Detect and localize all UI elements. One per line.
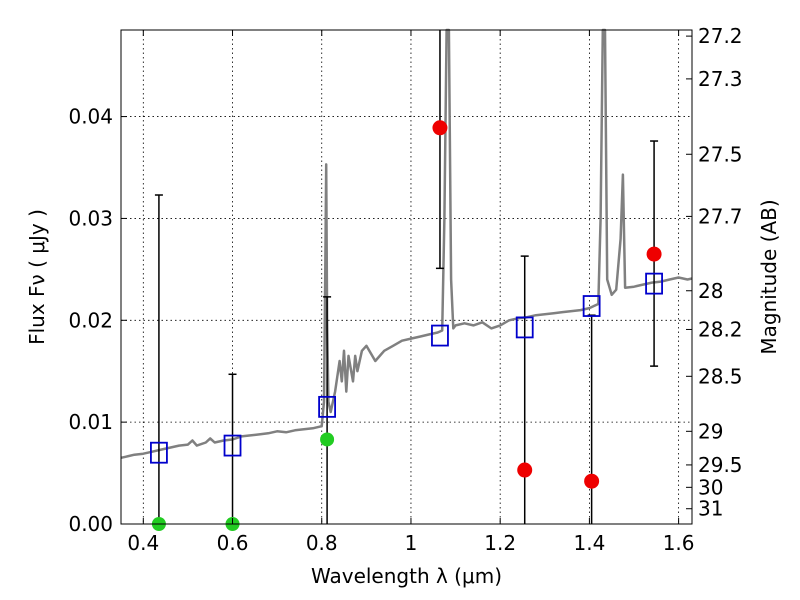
y2-tick-label: 28 [698,279,723,303]
y-tick-label: 0.02 [68,308,113,332]
detection-marker [432,120,448,136]
detection-marker [584,473,600,489]
model-photometry-marker [582,295,601,317]
x-tick-label: 0.8 [306,531,338,555]
x-tick-label: 0.6 [217,531,249,555]
axis-ticks [121,30,692,525]
y-tick-label: 0.04 [68,105,113,129]
y2-tick-label: 30 [698,475,723,499]
x-tick-label: 1 [405,531,418,555]
y2-tick-label: 27.2 [698,24,743,48]
plot-frame [120,29,693,525]
grid-lines [121,30,692,524]
x-tick-label: 1.4 [573,531,605,555]
model-photometry-marker [150,441,168,464]
model-photometry-marker [318,395,336,418]
y2-tick-label: 28.5 [698,364,743,388]
y2-tick-label: 28.2 [698,317,743,341]
model-photometry-marker [515,316,534,339]
x-axis-title: Wavelength λ (μm) [311,564,502,588]
model-photometry-marker [223,434,242,457]
detection-marker [517,462,533,478]
tick-labels: 0.4 0.6 0.8 1 1.2 1.4 1.6 0.00 0.01 0.02 0.03 0.04 2… [68,24,742,555]
x-tick-label: 0.4 [127,531,159,555]
detection-marker [646,246,662,262]
y-tick-label: 0.01 [68,410,113,434]
y2-tick-label: 27.5 [698,142,743,166]
x-tick-label: 1.6 [663,531,695,555]
photometry-markers [150,120,663,531]
model-photometry-marker [431,324,449,347]
y2-tick-label: 27.7 [698,204,743,228]
y2-tick-label: 31 [698,497,723,521]
y-tick-label: 0.00 [68,512,113,536]
y2-tick-label: 29.5 [698,453,743,477]
upper-limit-marker [320,432,335,447]
model-photometry-marker [645,272,663,295]
y2-axis-title: Magnitude (AB) [757,199,781,354]
y-tick-label: 0.03 [68,206,113,230]
model-spectrum-line [120,28,693,460]
model-spectrum [120,28,693,460]
y2-tick-label: 27.3 [698,67,743,91]
x-tick-label: 1.2 [484,531,516,555]
y2-tick-label: 29 [698,419,723,443]
error-bars [154,30,659,524]
y-axis-title: Flux Fν ( μJy ) [25,209,49,345]
